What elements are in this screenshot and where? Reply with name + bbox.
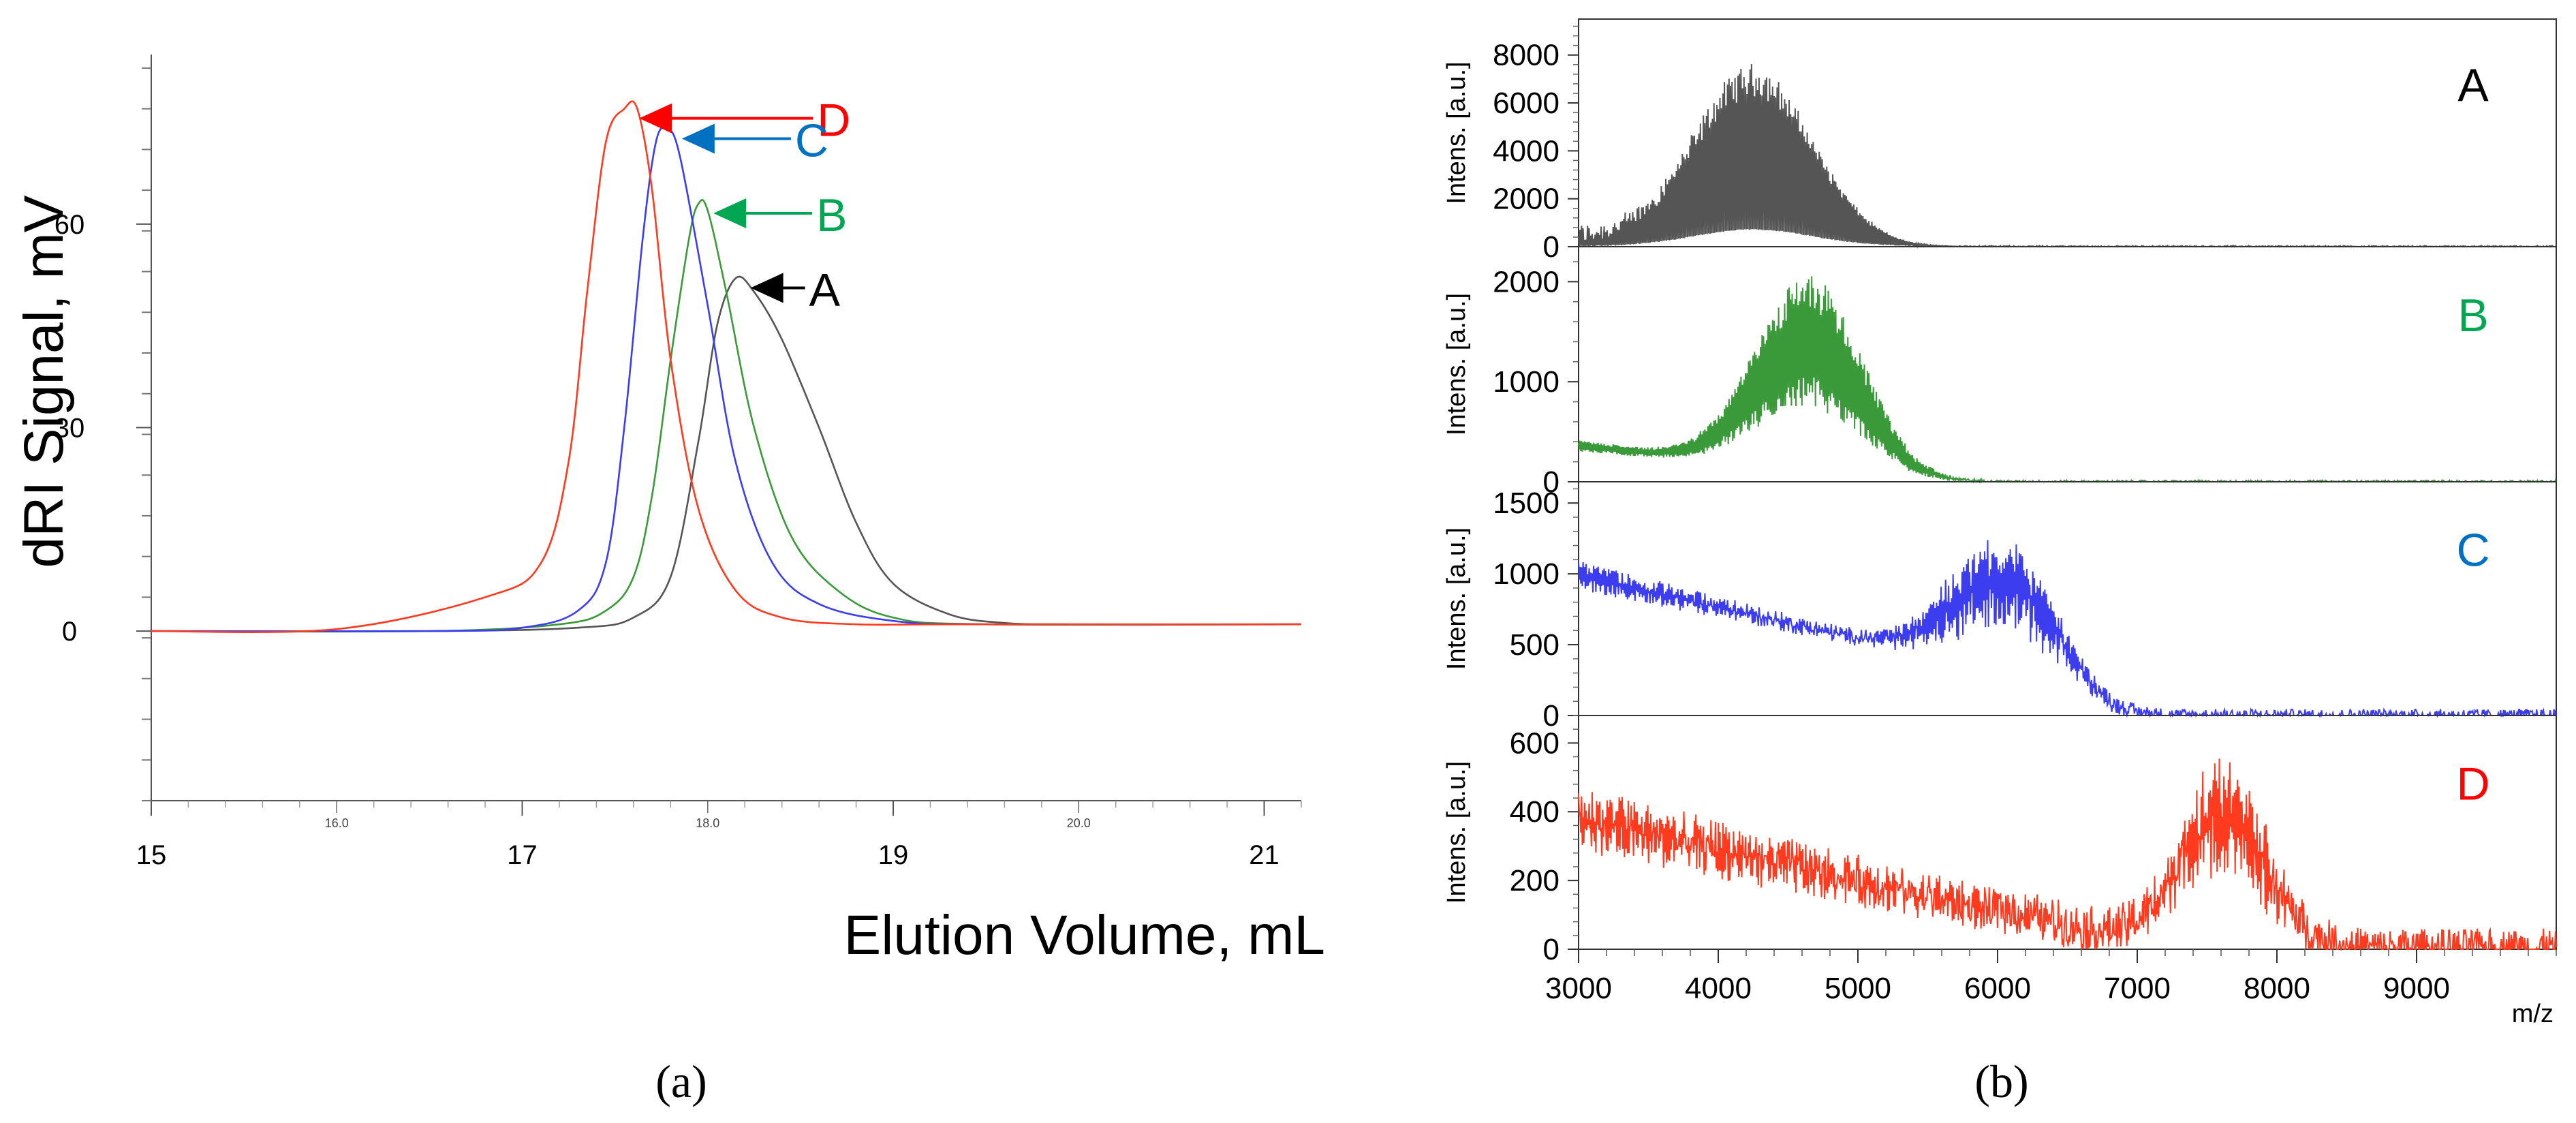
x-axis-title: Elution Volume, mL	[844, 904, 1326, 966]
x-tick-label: 7000	[2104, 972, 2171, 1005]
spectra-frame	[1578, 18, 2557, 950]
x-tick-label: 21	[1249, 840, 1279, 870]
y-axis-title: Intens. [a.u.]	[1442, 61, 1471, 204]
spectrum-a	[1578, 64, 2557, 249]
spectrum-b	[1578, 276, 2557, 484]
trace-d	[151, 100, 1301, 633]
arrow-head-a	[750, 273, 783, 303]
curve-label-b: B	[816, 189, 847, 241]
y-tick-label: 500	[1510, 628, 1559, 662]
curve-label-d: D	[817, 95, 850, 147]
y-tick-label: 600	[1510, 726, 1559, 760]
spectrum-d	[1578, 758, 2557, 951]
y-tick-label: 0	[1543, 699, 1559, 733]
y-tick-label: 1500	[1493, 487, 1559, 520]
x-mid-tick-label: 16.0	[325, 816, 349, 830]
x-tick-label: 5000	[1825, 972, 1891, 1005]
panel-label-a: (a)	[655, 1056, 707, 1107]
y-tick-label: 2000	[1493, 265, 1559, 298]
y-tick-label: 8000	[1493, 39, 1559, 72]
y-axis-title: Intens. [a.u.]	[1442, 293, 1471, 435]
y-tick-label: 0	[1543, 465, 1559, 499]
y-tick-label: 400	[1510, 795, 1559, 829]
x-mid-tick-label: 18.0	[696, 816, 719, 830]
spectrum-label-d: D	[2456, 758, 2489, 810]
x-tick-label: 6000	[1964, 972, 2031, 1005]
spectrum-label-a: A	[2457, 59, 2489, 111]
y-tick-label: 60	[55, 210, 85, 240]
y-tick-label: 6000	[1493, 87, 1559, 120]
spectrum-label-c: C	[2456, 524, 2489, 576]
x-tick-label: 3000	[1545, 972, 1612, 1005]
curve-label-a: A	[809, 264, 841, 316]
x-tick-label: 4000	[1685, 972, 1752, 1005]
y-tick-label: 0	[62, 617, 77, 647]
y-tick-label: 0	[1543, 933, 1559, 966]
y-tick-label: 1000	[1493, 365, 1559, 399]
y-tick-label: 200	[1510, 864, 1559, 897]
x-tick-label: 19	[878, 840, 909, 870]
y-tick-label: 1000	[1493, 557, 1559, 591]
y-axis-title: dRI Signal, mV	[13, 195, 75, 568]
spectrum-label-b: B	[2457, 290, 2488, 341]
x-tick-label: 15	[136, 840, 167, 870]
y-axis-title: Intens. [a.u.]	[1442, 527, 1471, 670]
x-tick-label: 8000	[2244, 972, 2310, 1005]
trace-a	[151, 275, 1302, 632]
y-axis-title: Intens. [a.u.]	[1442, 761, 1471, 904]
arrow-head-d	[639, 103, 672, 134]
y-tick-label: 30	[55, 414, 85, 444]
arrow-head-b	[713, 198, 747, 228]
x-mid-tick-label: 20.0	[1067, 816, 1091, 830]
trace-b	[151, 199, 1302, 633]
x-tick-label: 9000	[2383, 972, 2450, 1005]
y-tick-label: 4000	[1493, 134, 1559, 168]
y-tick-label: 2000	[1493, 183, 1559, 216]
chromatogram-panel: 0 30 60 15 17 19 21 16.0 18.0 20.0 Elution Volume,…	[13, 55, 1325, 966]
x-tick-label: 17	[507, 840, 538, 870]
arrow-head-c	[681, 123, 715, 154]
panel-label-b: (b)	[1974, 1056, 2028, 1107]
curve-label-c: C	[795, 115, 828, 167]
spectrum-c	[1578, 540, 2557, 718]
y-tick-label: 0	[1543, 230, 1559, 264]
x-axis-title: m/z	[2512, 1000, 2554, 1028]
trace-c	[151, 127, 1302, 632]
